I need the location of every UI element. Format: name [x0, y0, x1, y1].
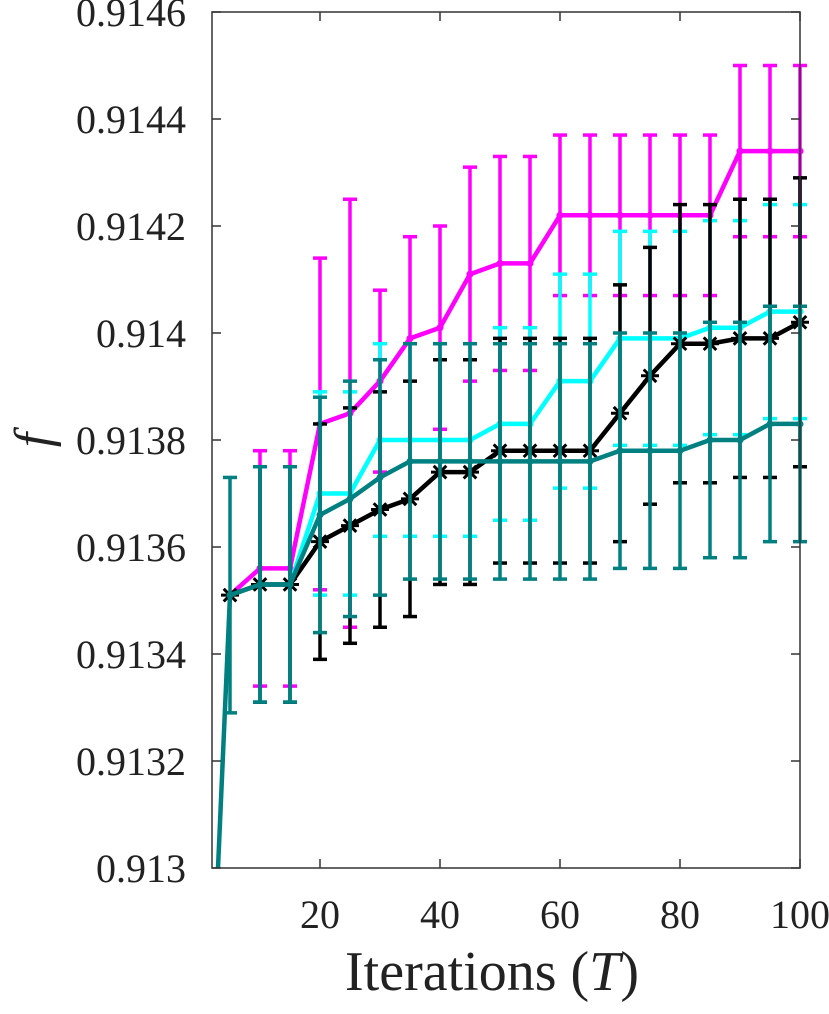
y-tick-label: 0.9134: [76, 632, 186, 677]
x-tick-label: 80: [660, 892, 700, 937]
series-3: [215, 304, 807, 869]
data-point: [376, 473, 384, 481]
data-point: [436, 324, 444, 332]
series-line: [228, 148, 800, 597]
y-tick-label: 0.9132: [76, 739, 186, 784]
data-point: [286, 580, 294, 588]
x-axis-title-close: ): [620, 941, 639, 1003]
ticks-layer: [212, 11, 801, 869]
data-point: [676, 447, 684, 455]
x-tick-label: 40: [420, 892, 460, 937]
y-tick-label: 0.9138: [76, 418, 186, 463]
data-point: [256, 580, 264, 588]
data-point: [496, 457, 504, 465]
data-point: [616, 447, 624, 455]
data-point: [586, 211, 594, 219]
y-tick-label: 0.9136: [76, 525, 186, 570]
data-point: [226, 591, 234, 599]
data-point: [736, 147, 744, 155]
y-tick-label: 0.913: [96, 846, 186, 891]
series-line: [229, 309, 800, 598]
y-tick-label: 0.9146: [76, 0, 186, 35]
x-axis-title-variable: T: [589, 941, 624, 1003]
data-point: [406, 457, 414, 465]
data-point: [316, 511, 324, 519]
y-tick-label: 0.9142: [76, 204, 186, 249]
data-point: [766, 420, 774, 428]
y-tick-label: 0.9144: [76, 97, 186, 142]
data-point: [346, 495, 354, 503]
x-tick-labels: 20 40 60 80 100: [300, 892, 829, 937]
x-tick-label: 100: [770, 892, 829, 937]
y-tick-label: 0.914: [96, 311, 186, 356]
data-point: [556, 211, 564, 219]
data-point: [646, 211, 654, 219]
data-point: [466, 457, 474, 465]
x-axis-title-text: Iterations (: [345, 941, 589, 1003]
x-tick-label: 60: [540, 892, 580, 937]
data-point: [556, 457, 564, 465]
y-tick-labels: 0.913 0.9132 0.9134 0.9136 0.9138 0.914 0.9142…: [76, 0, 186, 891]
data-point: [496, 259, 504, 267]
x-tick-label: 20: [300, 892, 340, 937]
data-point: [646, 447, 654, 455]
data-point: [736, 436, 744, 444]
data-point: [526, 457, 534, 465]
data-point: [706, 436, 714, 444]
data-point: [766, 147, 774, 155]
data-point: [586, 457, 594, 465]
x-axis-title: Iterations (T): [345, 941, 639, 1003]
data-point: [616, 211, 624, 219]
data-point: [436, 457, 444, 465]
data-point: [466, 270, 474, 278]
data-point: [526, 259, 534, 267]
data-point: [406, 334, 414, 342]
